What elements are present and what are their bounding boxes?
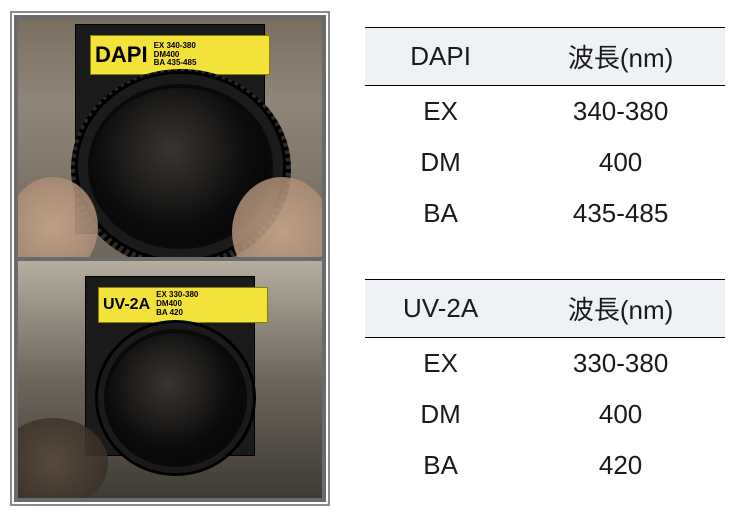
cell-param: DM <box>365 137 516 188</box>
photo-uv2a: UV-2A EX 330-380 DM400 BA 420 <box>18 261 322 499</box>
table-uv2a: UV-2A 波長(nm) EX 330-380 DM 400 BA 420 <box>365 279 725 491</box>
photo-frame: DAPI EX 340-380 DM400 BA 435-485 UV-2A <box>10 11 330 506</box>
cell-value: 340-380 <box>516 85 725 137</box>
table-row: EX 340-380 <box>365 85 725 137</box>
label-dapi-ba: BA 435-485 <box>154 59 197 68</box>
cell-value: 330-380 <box>516 337 725 389</box>
photo-inner: DAPI EX 340-380 DM400 BA 435-485 UV-2A <box>18 19 322 498</box>
table-header-row: UV-2A 波長(nm) <box>365 279 725 337</box>
cell-value: 400 <box>516 137 725 188</box>
table-row: DM 400 <box>365 389 725 440</box>
cell-param: BA <box>365 440 516 491</box>
cell-param: EX <box>365 85 516 137</box>
col-header-wavelength: 波長(nm) <box>516 279 725 337</box>
table-row: BA 420 <box>365 440 725 491</box>
col-header-name: UV-2A <box>365 279 516 337</box>
cell-value: 420 <box>516 440 725 491</box>
lens <box>98 323 253 473</box>
col-header-wavelength: 波長(nm) <box>516 27 725 85</box>
tables-panel: DAPI 波長(nm) EX 340-380 DM 400 BA 435-485 <box>365 27 745 491</box>
cell-value: 400 <box>516 389 725 440</box>
label-dapi-small: EX 340-380 DM400 BA 435-485 <box>154 42 197 68</box>
photo-dapi: DAPI EX 340-380 DM400 BA 435-485 <box>18 19 322 257</box>
label-uv2a-ba: BA 420 <box>156 309 198 318</box>
cell-value: 435-485 <box>516 188 725 239</box>
table-row: EX 330-380 <box>365 337 725 389</box>
table-row: BA 435-485 <box>365 188 725 239</box>
layout: DAPI EX 340-380 DM400 BA 435-485 UV-2A <box>10 10 745 507</box>
cell-param: BA <box>365 188 516 239</box>
col-header-name: DAPI <box>365 27 516 85</box>
cell-param: DM <box>365 389 516 440</box>
label-dapi-big: DAPI <box>95 42 148 68</box>
table-row: DM 400 <box>365 137 725 188</box>
label-strip-uv2a: UV-2A EX 330-380 DM400 BA 420 <box>98 287 268 323</box>
cell-param: EX <box>365 337 516 389</box>
label-uv2a-big: UV-2A <box>103 296 150 314</box>
label-uv2a-small: EX 330-380 DM400 BA 420 <box>156 291 198 317</box>
table-header-row: DAPI 波長(nm) <box>365 27 725 85</box>
table-dapi: DAPI 波長(nm) EX 340-380 DM 400 BA 435-485 <box>365 27 725 239</box>
